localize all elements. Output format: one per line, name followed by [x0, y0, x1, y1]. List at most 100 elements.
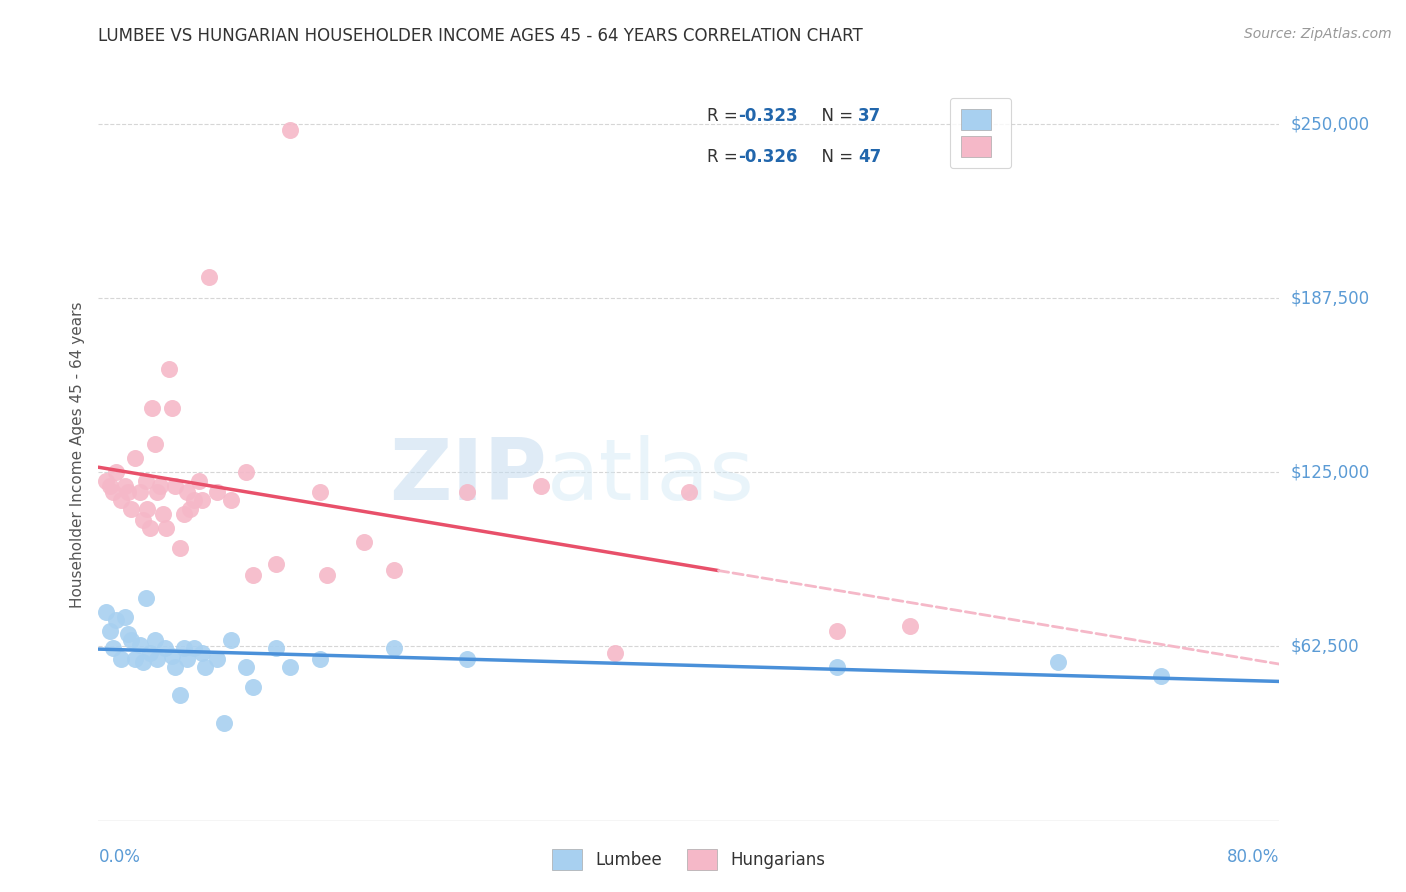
Point — [219, 632, 242, 647]
Point — [157, 362, 180, 376]
Point — [1046, 655, 1069, 669]
Point — [98, 479, 121, 493]
Point — [219, 493, 242, 508]
Point — [135, 591, 157, 605]
Point — [242, 568, 264, 582]
Point — [139, 521, 162, 535]
Text: $62,500: $62,500 — [1291, 638, 1360, 656]
Text: N =: N = — [811, 148, 858, 166]
Point — [120, 501, 142, 516]
Point — [530, 479, 553, 493]
Text: 0.0%: 0.0% — [98, 848, 141, 866]
Point — [309, 652, 332, 666]
Point — [173, 640, 195, 655]
Text: LUMBEE VS HUNGARIAN HOUSEHOLDER INCOME AGES 45 - 64 YEARS CORRELATION CHART: LUMBEE VS HUNGARIAN HOUSEHOLDER INCOME A… — [98, 27, 863, 45]
Point — [146, 652, 169, 666]
Point — [1150, 669, 1173, 683]
Point — [187, 474, 209, 488]
Point — [825, 660, 848, 674]
Point — [124, 652, 146, 666]
Point — [152, 507, 174, 521]
Text: Source: ZipAtlas.com: Source: ZipAtlas.com — [1244, 27, 1392, 41]
Point — [120, 632, 142, 647]
Point — [264, 558, 287, 572]
Point — [205, 652, 228, 666]
Point — [173, 507, 195, 521]
Point — [165, 660, 187, 674]
Text: N =: N = — [811, 108, 858, 126]
Y-axis label: Householder Income Ages 45 - 64 years: Householder Income Ages 45 - 64 years — [69, 301, 84, 608]
Text: 47: 47 — [858, 148, 882, 166]
Text: $187,500: $187,500 — [1291, 289, 1369, 307]
Point — [155, 521, 177, 535]
Point — [162, 401, 183, 416]
Point — [382, 563, 405, 577]
Point — [678, 484, 700, 499]
Text: R =: R = — [707, 108, 742, 126]
Point — [191, 493, 214, 508]
Point — [143, 632, 166, 647]
Point — [117, 627, 139, 641]
Point — [205, 484, 228, 499]
Point — [165, 479, 187, 493]
Text: -0.323: -0.323 — [738, 108, 799, 126]
Point — [94, 605, 117, 619]
Point — [176, 484, 198, 499]
Point — [128, 638, 150, 652]
Point — [191, 647, 214, 661]
Text: ZIP: ZIP — [389, 435, 547, 518]
Point — [198, 270, 221, 285]
Point — [242, 680, 264, 694]
Point — [94, 474, 117, 488]
Point — [136, 501, 159, 516]
Point — [278, 122, 302, 136]
Legend: Lumbee, Hungarians: Lumbee, Hungarians — [544, 841, 834, 878]
Point — [103, 640, 125, 655]
Point — [105, 613, 128, 627]
Point — [124, 451, 146, 466]
Point — [105, 466, 128, 480]
Text: $125,000: $125,000 — [1291, 463, 1369, 482]
Text: 80.0%: 80.0% — [1227, 848, 1279, 866]
Point — [235, 660, 257, 674]
Point — [132, 655, 155, 669]
Point — [169, 541, 191, 555]
Point — [825, 624, 848, 639]
Point — [162, 649, 183, 664]
Point — [132, 513, 155, 527]
Point — [114, 610, 136, 624]
Point — [900, 618, 922, 632]
Point — [153, 640, 176, 655]
Text: $250,000: $250,000 — [1291, 115, 1369, 133]
Point — [98, 624, 121, 639]
Point — [456, 484, 478, 499]
Point — [135, 474, 157, 488]
Point — [183, 493, 205, 508]
Point — [456, 652, 478, 666]
Point — [605, 647, 627, 661]
Point — [139, 647, 162, 661]
Point — [110, 652, 132, 666]
Point — [264, 640, 287, 655]
Point — [103, 484, 125, 499]
Text: R =: R = — [707, 148, 742, 166]
Point — [114, 479, 136, 493]
Point — [143, 437, 166, 451]
Point — [278, 660, 302, 674]
Point — [316, 568, 339, 582]
Point — [212, 716, 235, 731]
Point — [110, 493, 132, 508]
Point — [353, 535, 375, 549]
Point — [194, 660, 217, 674]
Point — [382, 640, 405, 655]
Point — [141, 401, 163, 416]
Text: 37: 37 — [858, 108, 882, 126]
Point — [117, 484, 139, 499]
Point — [176, 652, 198, 666]
Point — [128, 484, 150, 499]
Point — [179, 501, 201, 516]
Point — [235, 466, 257, 480]
Point — [309, 484, 332, 499]
Point — [183, 640, 205, 655]
Text: -0.326: -0.326 — [738, 148, 799, 166]
